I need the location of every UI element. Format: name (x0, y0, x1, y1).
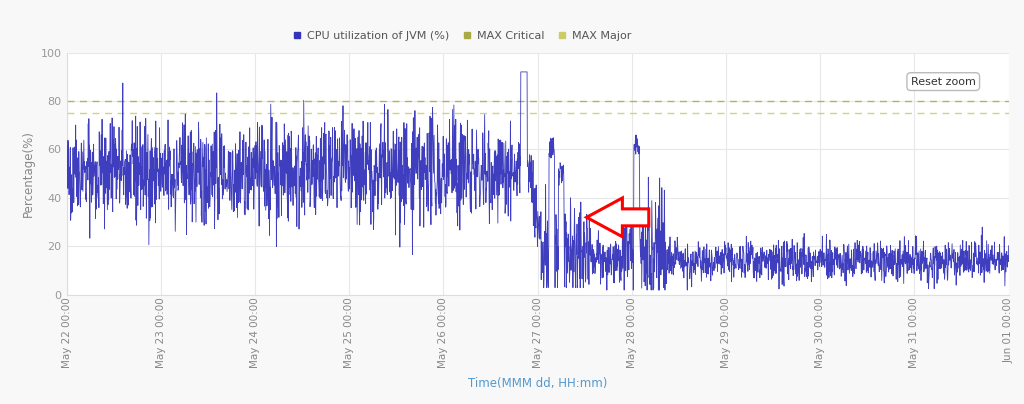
Text: Reset zoom: Reset zoom (910, 77, 976, 86)
X-axis label: Time(MMM dd, HH:mm): Time(MMM dd, HH:mm) (468, 377, 607, 390)
Legend: CPU utilization of JVM (%), MAX Critical, MAX Major: CPU utilization of JVM (%), MAX Critical… (288, 27, 636, 46)
Polygon shape (587, 198, 649, 237)
Y-axis label: Percentage(%): Percentage(%) (23, 130, 35, 217)
